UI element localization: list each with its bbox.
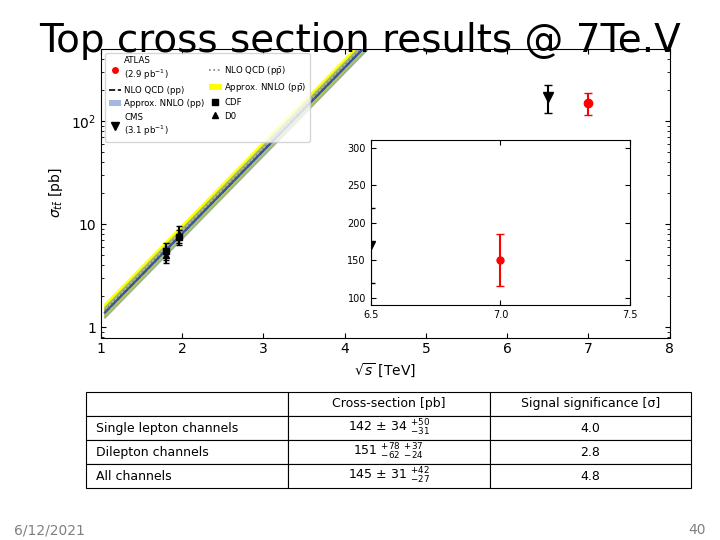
Text: 40: 40 — [688, 523, 706, 537]
Legend: ATLAS
(2.9 pb$^{-1}$), NLO QCD (pp), Approx. NNLO (pp), CMS
(3.1 pb$^{-1}$), NLO: ATLAS (2.9 pb$^{-1}$), NLO QCD (pp), App… — [105, 53, 310, 141]
Text: Top cross section results @ 7Te.V: Top cross section results @ 7Te.V — [39, 22, 681, 59]
X-axis label: $\sqrt{s}$ [TeV]: $\sqrt{s}$ [TeV] — [354, 362, 416, 380]
Y-axis label: $\sigma_{t\bar{t}}$ [pb]: $\sigma_{t\bar{t}}$ [pb] — [48, 168, 66, 218]
Text: 6/12/2021: 6/12/2021 — [14, 523, 85, 537]
